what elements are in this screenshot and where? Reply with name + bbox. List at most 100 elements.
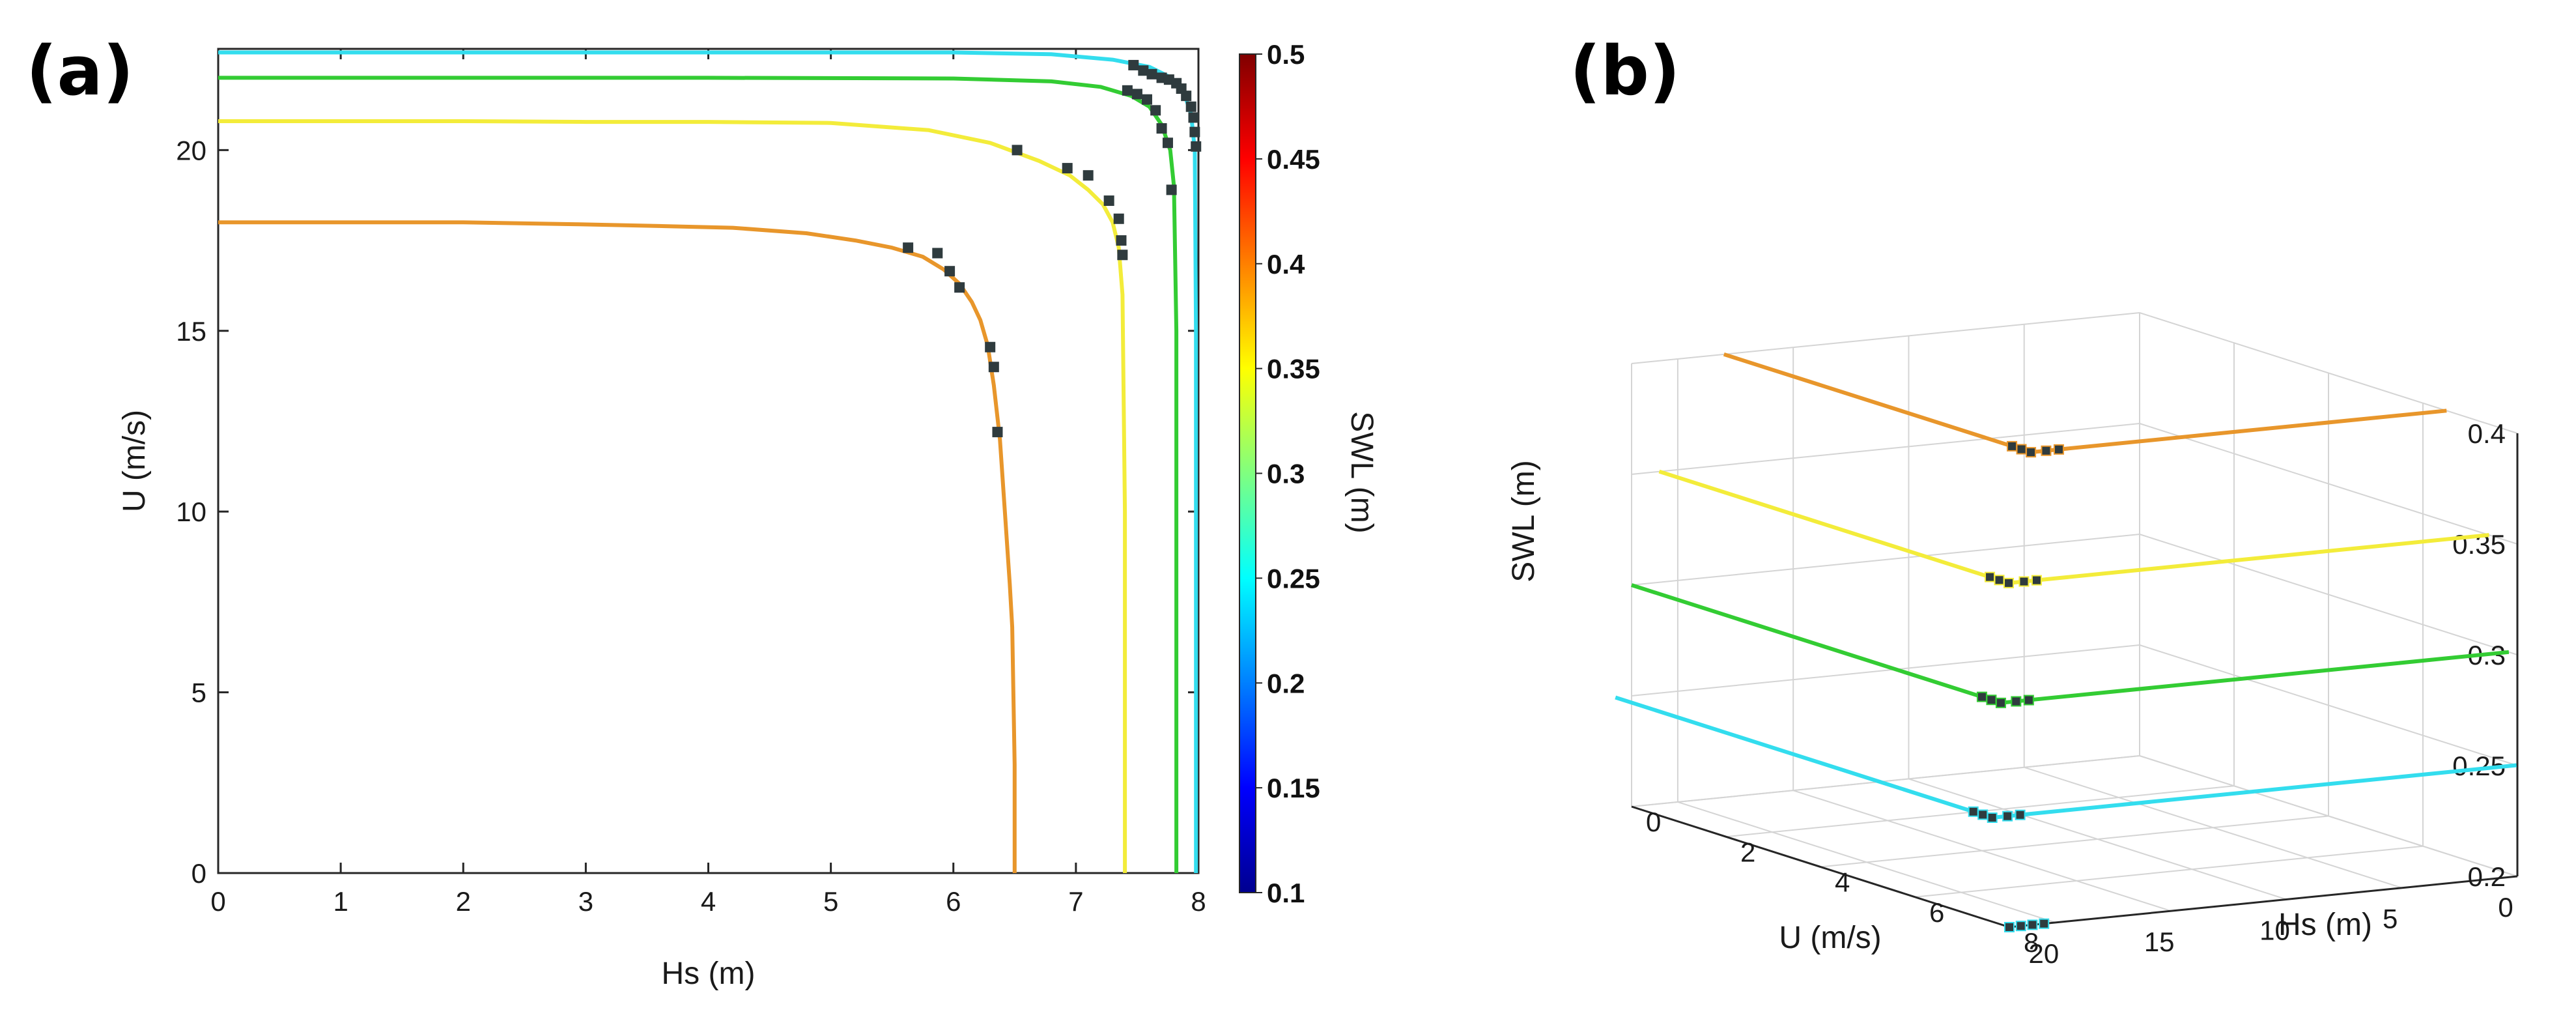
data-point-marker <box>1062 163 1073 174</box>
data-point-marker-3d <box>1976 691 1987 702</box>
y-tick-label: 20 <box>176 135 206 165</box>
data-point-marker <box>1083 170 1094 181</box>
data-point-marker <box>1162 137 1173 149</box>
side-wall-grid-line <box>2139 423 2518 545</box>
z-tick-label: 0.35 <box>2452 529 2506 560</box>
series-line-0.25 <box>218 50 1198 873</box>
data-point-marker-3d <box>2016 444 2027 455</box>
floor-grid-line <box>1914 845 2424 898</box>
y-tick-label: 5 <box>191 678 206 708</box>
z-tick-label: 0.2 <box>2468 861 2506 892</box>
hs-axis-label: Hs (m) <box>2278 908 2372 942</box>
data-point-marker <box>944 266 955 277</box>
x-tick-label: 1 <box>333 886 348 917</box>
data-point-marker <box>954 282 965 293</box>
hs-tick-label: 4 <box>1835 867 1850 898</box>
data-point-marker <box>1189 126 1200 137</box>
x-tick-label: 6 <box>946 886 961 917</box>
data-point-marker <box>992 427 1003 438</box>
data-point-marker <box>1116 235 1127 246</box>
back-wall-grid-line <box>1631 312 2140 364</box>
series-line-3d-0.4 <box>1723 352 2447 455</box>
y-tick-label: 15 <box>176 316 206 347</box>
x-tick-label: 5 <box>823 886 838 917</box>
data-point-marker-3d <box>2018 576 2030 587</box>
data-point-marker <box>903 242 914 253</box>
x-tick-label: 2 <box>456 886 471 917</box>
hs-tick-label: 0 <box>1646 807 1661 837</box>
u-tick-label: 20 <box>2029 938 2059 969</box>
data-point-marker-3d <box>2041 445 2052 456</box>
x-tick-label: 0 <box>210 886 225 917</box>
data-point-marker-3d <box>1968 806 1979 817</box>
panel-a: 0 1 2 3 4 5 6 7 8 0 5 10 15 20 Hs (m) U (m/s) <box>117 48 1206 991</box>
data-point-marker <box>1113 213 1124 224</box>
colorbar-tick-label: 0.3 <box>1267 459 1305 489</box>
floor-data-point <box>2015 921 2026 932</box>
colorbar-tick-label: 0.4 <box>1267 249 1305 280</box>
colorbar-tick-label: 0.45 <box>1267 144 1320 175</box>
series-line-0.4 <box>218 220 1017 873</box>
data-point-marker-3d <box>1995 697 2006 708</box>
y-axis-label: U (m/s) <box>117 410 152 512</box>
data-point-marker-3d <box>2026 447 2037 458</box>
series-line-0.3 <box>218 76 1179 873</box>
data-point-marker <box>1156 123 1167 134</box>
u-axis-label: U (m/s) <box>1779 921 1881 955</box>
data-point-marker-3d <box>1985 571 1996 582</box>
side-wall-grid-line <box>2139 312 2518 434</box>
data-point-marker-3d <box>1987 812 1998 824</box>
floor-grid-line <box>1820 815 2329 868</box>
colorbar-tick-label: 0.35 <box>1267 354 1320 384</box>
u-tick-label: 15 <box>2144 926 2175 957</box>
data-point-marker <box>1012 145 1023 156</box>
u-axis-line <box>2009 875 2518 928</box>
data-point-marker-3d <box>1994 575 2005 586</box>
data-point-marker <box>1181 91 1192 102</box>
series-line-3d-0.3 <box>1631 583 2510 705</box>
z-axis-label: SWL (m) <box>1507 460 1541 582</box>
data-point-marker-3d <box>2003 577 2015 588</box>
data-point-marker <box>932 248 943 259</box>
colorbar-tick-label: 0.25 <box>1267 563 1320 594</box>
data-point-marker <box>988 362 999 373</box>
data-point-marker <box>1150 105 1161 116</box>
back-wall-grid-line <box>1631 534 2140 586</box>
data-point-marker <box>1117 250 1128 261</box>
floor-data-point <box>2004 922 2015 932</box>
panel-b-title: (b) <box>1570 31 1680 111</box>
data-point-marker <box>1141 94 1152 105</box>
data-point-marker-3d <box>1986 695 1997 706</box>
colorbar-tick-label: 0.2 <box>1267 668 1305 698</box>
data-point-marker <box>1188 112 1199 123</box>
data-point-marker-3d <box>2011 696 2022 707</box>
data-point-marker <box>1166 184 1177 195</box>
hs-tick-label: 8 <box>2024 927 2039 958</box>
hs-tick-label: 6 <box>1929 897 1944 928</box>
data-point-marker <box>1128 59 1139 70</box>
side-wall-grid-line <box>2139 534 2518 655</box>
back-wall-grid-line <box>1631 644 2140 696</box>
z-tick-label: 0.4 <box>2468 418 2506 449</box>
series-line-3d-0.35 <box>1658 469 2489 585</box>
u-tick-label: 5 <box>2383 904 2398 934</box>
back-wall-grid-line <box>1631 755 2140 807</box>
data-point-marker <box>1191 141 1202 152</box>
y-tick-label: 10 <box>176 496 206 527</box>
x-tick-label: 8 <box>1191 886 1206 917</box>
data-point-marker-3d <box>2031 575 2042 586</box>
hs-tick-label: 2 <box>1740 837 1755 867</box>
data-point-marker-3d <box>2002 811 2013 822</box>
panel-a-title: (a) <box>26 31 134 111</box>
y-tick-label: 0 <box>191 858 206 889</box>
side-wall-grid-line <box>2139 644 2518 766</box>
data-point-marker-3d <box>2007 440 2018 452</box>
data-point-marker <box>1103 195 1114 207</box>
u-tick-label: 0 <box>2498 892 2513 923</box>
series-line-0.35 <box>218 119 1127 873</box>
colorbar: 0.1 0.15 0.2 0.25 0.3 0.35 0.4 0.45 0.5 SWL (m) <box>1239 39 1379 908</box>
data-point-marker-3d <box>1977 809 1989 820</box>
colorbar-tick-label: 0.5 <box>1267 39 1305 70</box>
u-tick-label: 10 <box>2259 915 2290 945</box>
